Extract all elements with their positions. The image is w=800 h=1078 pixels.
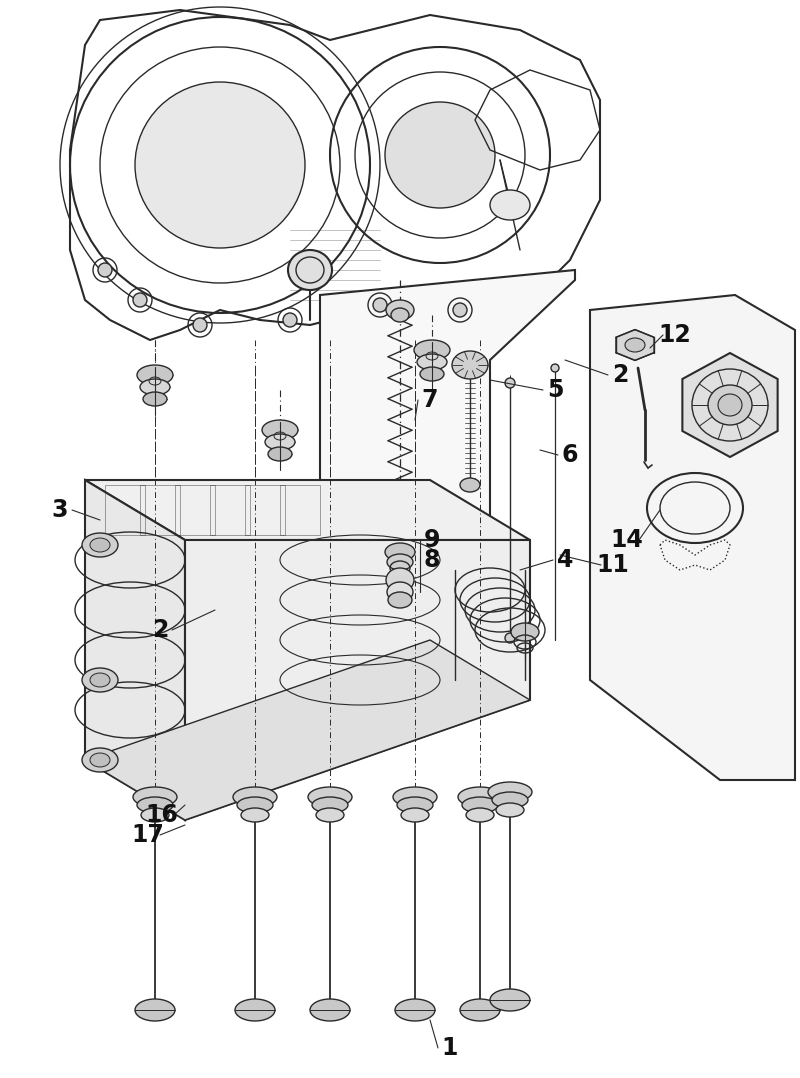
Ellipse shape (90, 673, 110, 687)
Ellipse shape (453, 303, 467, 317)
Ellipse shape (401, 808, 429, 823)
Text: 12: 12 (658, 323, 691, 347)
Ellipse shape (388, 592, 412, 608)
Polygon shape (85, 480, 185, 820)
Ellipse shape (505, 378, 515, 388)
Ellipse shape (265, 434, 295, 450)
Ellipse shape (462, 797, 498, 813)
Ellipse shape (385, 543, 415, 561)
Ellipse shape (718, 393, 742, 416)
Ellipse shape (283, 313, 297, 327)
Ellipse shape (308, 787, 352, 807)
Text: 14: 14 (610, 528, 643, 552)
Ellipse shape (137, 365, 173, 385)
Text: 4: 4 (557, 548, 573, 572)
Ellipse shape (143, 392, 167, 406)
Text: 8: 8 (424, 548, 440, 572)
Ellipse shape (137, 797, 173, 813)
Ellipse shape (460, 478, 480, 492)
Ellipse shape (82, 748, 118, 772)
Polygon shape (85, 640, 530, 820)
Polygon shape (682, 353, 778, 457)
Polygon shape (590, 295, 795, 780)
Text: 17: 17 (131, 823, 165, 847)
Ellipse shape (237, 797, 273, 813)
Ellipse shape (312, 797, 348, 813)
Ellipse shape (262, 420, 298, 440)
Ellipse shape (133, 293, 147, 307)
Text: 2: 2 (612, 363, 628, 387)
Text: 3: 3 (52, 498, 68, 522)
Ellipse shape (133, 787, 177, 807)
Polygon shape (185, 540, 530, 820)
Ellipse shape (490, 190, 530, 220)
Ellipse shape (373, 298, 387, 312)
Ellipse shape (496, 803, 524, 817)
Polygon shape (616, 330, 654, 360)
Ellipse shape (387, 554, 413, 570)
Ellipse shape (385, 102, 495, 208)
Text: 16: 16 (146, 803, 178, 827)
Ellipse shape (140, 379, 170, 395)
Text: 11: 11 (597, 553, 630, 577)
Ellipse shape (82, 533, 118, 557)
Ellipse shape (233, 787, 277, 807)
Polygon shape (85, 480, 530, 540)
Ellipse shape (458, 787, 502, 807)
Ellipse shape (135, 999, 175, 1021)
Ellipse shape (452, 351, 488, 379)
Ellipse shape (90, 754, 110, 768)
Ellipse shape (551, 364, 559, 372)
Ellipse shape (135, 82, 305, 248)
Ellipse shape (488, 782, 532, 802)
Ellipse shape (193, 318, 207, 332)
Ellipse shape (490, 989, 530, 1011)
Ellipse shape (625, 338, 645, 353)
Ellipse shape (310, 999, 350, 1021)
Text: 9: 9 (424, 528, 440, 552)
Ellipse shape (414, 340, 450, 360)
Ellipse shape (492, 792, 528, 808)
Polygon shape (320, 270, 575, 640)
Ellipse shape (268, 447, 292, 461)
Ellipse shape (395, 999, 435, 1021)
Ellipse shape (288, 250, 332, 290)
Ellipse shape (141, 808, 169, 823)
Ellipse shape (235, 999, 275, 1021)
Ellipse shape (387, 582, 413, 602)
Text: 2: 2 (152, 618, 168, 642)
Ellipse shape (460, 999, 500, 1021)
Ellipse shape (241, 808, 269, 823)
Ellipse shape (417, 354, 447, 370)
Ellipse shape (420, 367, 444, 381)
Text: 6: 6 (562, 443, 578, 467)
Ellipse shape (90, 538, 110, 552)
Ellipse shape (386, 568, 414, 592)
Text: 1: 1 (442, 1036, 458, 1060)
Text: 5: 5 (546, 378, 563, 402)
Ellipse shape (397, 797, 433, 813)
Ellipse shape (466, 808, 494, 823)
Text: 7: 7 (422, 388, 438, 412)
Ellipse shape (505, 633, 515, 642)
Ellipse shape (82, 668, 118, 692)
Ellipse shape (316, 808, 344, 823)
Ellipse shape (386, 300, 414, 320)
Ellipse shape (393, 787, 437, 807)
Ellipse shape (708, 385, 752, 425)
Ellipse shape (391, 308, 409, 322)
Ellipse shape (511, 623, 539, 641)
Ellipse shape (98, 263, 112, 277)
